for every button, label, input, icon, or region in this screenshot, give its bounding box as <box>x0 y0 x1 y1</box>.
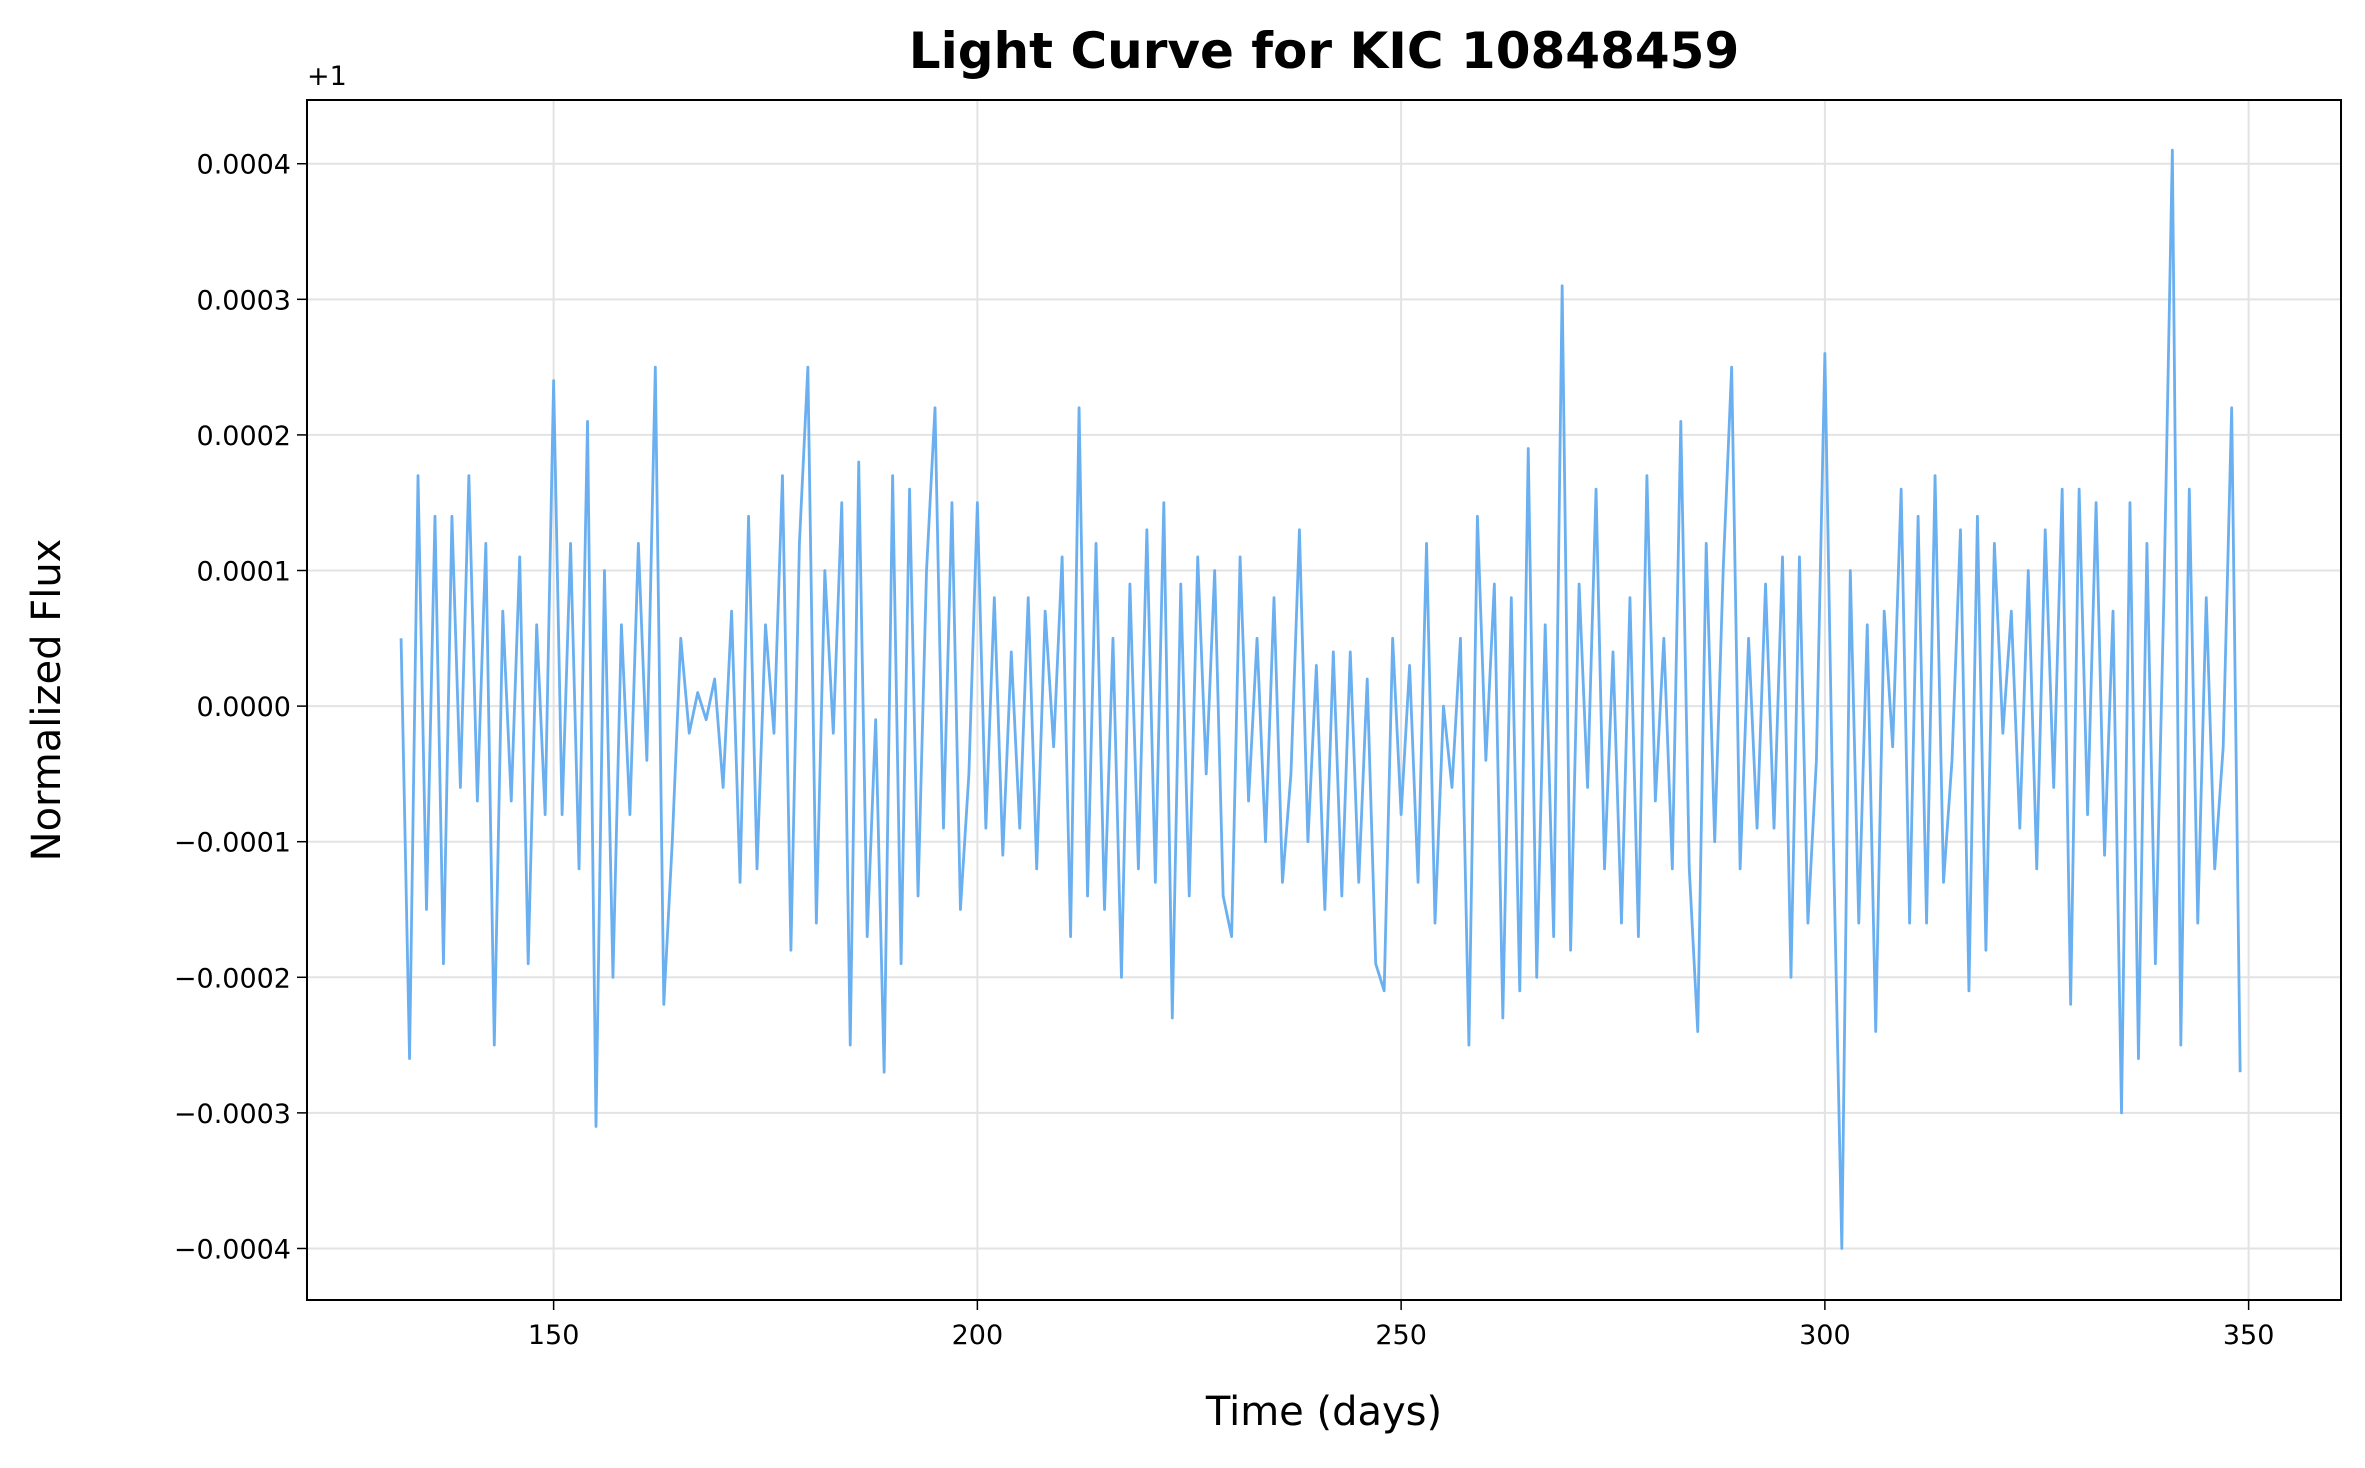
y-tick-label: −0.0003 <box>174 1099 291 1130</box>
y-tick-label: 0.0003 <box>197 285 291 316</box>
y-tick-label: −0.0002 <box>174 963 291 994</box>
y-tick-label: 0.0004 <box>197 150 291 181</box>
y-tick-label: −0.0001 <box>174 828 291 859</box>
y-axis-label: Normalized Flux <box>24 539 70 862</box>
x-tick-label: 300 <box>1799 1320 1851 1351</box>
plot-frame <box>306 99 2342 1301</box>
x-tick-label: 200 <box>952 1320 1004 1351</box>
x-tick-label: 250 <box>1375 1320 1427 1351</box>
y-tick-label: 0.0000 <box>197 692 291 723</box>
chart-title: Light Curve for KIC 10848459 <box>909 22 1740 80</box>
y-tick-label: 0.0001 <box>197 557 291 588</box>
y-tick-label: −0.0004 <box>174 1234 291 1265</box>
y-offset-text: +1 <box>307 61 347 92</box>
x-tick-label: 350 <box>2223 1320 2275 1351</box>
data-line <box>399 148 2242 1250</box>
x-tick-label: 150 <box>528 1320 580 1351</box>
x-axis-label: Time (days) <box>1205 1389 1442 1435</box>
y-tick-label: 0.0002 <box>197 421 291 452</box>
